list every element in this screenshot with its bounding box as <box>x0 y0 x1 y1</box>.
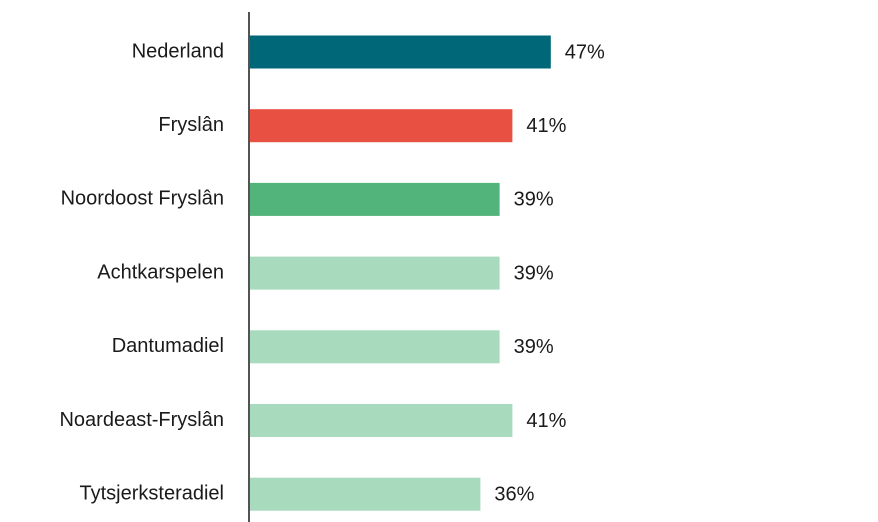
category-label: Dantumadiel <box>112 335 224 357</box>
category-label: Nederland <box>132 40 224 62</box>
value-label: 41% <box>526 410 566 432</box>
value-label: 39% <box>514 189 554 211</box>
category-label: Noordoost Fryslân <box>61 188 224 210</box>
category-label: Achtkarspelen <box>97 261 224 283</box>
category-label: Noardeast-Fryslân <box>59 409 224 431</box>
category-label: Fryslân <box>158 114 224 136</box>
bar <box>250 330 500 364</box>
value-label: 36% <box>494 483 534 505</box>
bar <box>250 256 500 290</box>
value-label: 47% <box>565 41 605 63</box>
bar <box>250 182 500 216</box>
value-label: 41% <box>526 115 566 137</box>
bar <box>250 109 513 143</box>
bar <box>250 404 513 437</box>
category-label: Tytsjerksteradiel <box>80 482 225 504</box>
value-label: 39% <box>514 336 554 358</box>
bar <box>250 35 551 69</box>
value-label: 39% <box>514 262 554 284</box>
bar <box>250 477 481 511</box>
